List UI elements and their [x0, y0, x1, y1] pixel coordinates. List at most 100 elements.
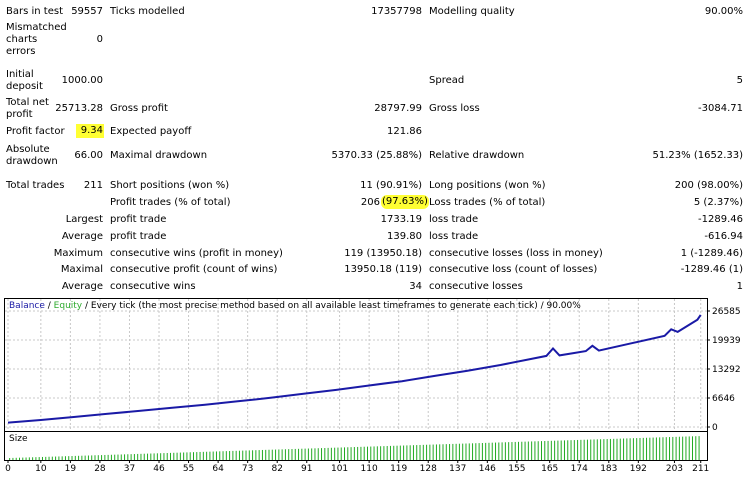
x-tick-label: 19: [65, 464, 77, 474]
label-average-profit: profit trade: [110, 231, 167, 242]
label-total-net-profit-2: profit: [6, 109, 33, 120]
label-absolute-drawdown: Absolute: [6, 144, 50, 155]
label-largest: Largest: [65, 214, 103, 225]
y-tick-label: 26585: [712, 307, 741, 317]
label-average-consec: Average: [61, 281, 103, 292]
x-tick-label: 91: [301, 464, 312, 474]
label-profit-factor: Profit factor: [6, 126, 65, 137]
value-mismatched: 0: [96, 34, 103, 45]
value-absolute-drawdown: 66.00: [74, 150, 103, 161]
label-maximal: Maximal: [60, 264, 103, 275]
label-gross-loss: Gross loss: [429, 103, 480, 114]
label-mismatched-3: errors: [6, 46, 36, 57]
label-maximum-profit: consecutive wins (profit in money): [110, 248, 283, 259]
value-bars-in-test: 59557: [71, 6, 103, 17]
legend-description: / Every tick (the most precise method ba…: [82, 301, 581, 311]
label-absolute-drawdown-2: drawdown: [6, 156, 58, 167]
legend-equity: Equity: [54, 301, 83, 311]
x-tick-label: 119: [390, 464, 407, 474]
label-largest-profit: profit trade: [110, 214, 167, 225]
x-tick-label: 192: [630, 464, 647, 474]
y-tick-label: 19939: [712, 336, 741, 346]
value-initial-deposit: 1000.00: [61, 75, 103, 86]
label-ticks-modelled: Ticks modelled: [110, 6, 185, 17]
legend-sep: /: [45, 301, 54, 311]
x-tick-label: 137: [449, 464, 466, 474]
x-tick-label: 64: [212, 464, 224, 474]
label-maximal-profit: consecutive profit (count of wins): [110, 264, 278, 275]
x-tick-label: 203: [666, 464, 683, 474]
value-modelling-quality: 90.00%: [704, 6, 743, 17]
x-tick-label: 110: [361, 464, 378, 474]
x-tick-label: 128: [420, 464, 437, 474]
main-plot-frame: [4, 298, 708, 433]
value-relative-drawdown: 51.23% (1652.33): [652, 150, 743, 161]
label-spread: Spread: [429, 75, 465, 86]
value-spread: 5: [736, 75, 743, 86]
label-profit-trades: Profit trades (% of total): [110, 197, 231, 208]
label-long-positions: Long positions (won %): [429, 180, 546, 191]
y-axis-ticks: 0 6646 13292 19939 26585: [707, 307, 741, 433]
size-plot-frame: [4, 431, 708, 461]
value-short-positions: 11 (90.91%): [360, 180, 422, 191]
value-average-profit: 139.80: [387, 231, 422, 242]
label-bars-in-test: Bars in test: [6, 6, 63, 17]
label-expected-payoff: Expected payoff: [110, 126, 192, 137]
y-tick-label: 0: [712, 423, 718, 433]
label-relative-drawdown: Relative drawdown: [429, 150, 525, 161]
x-tick-label: 174: [571, 464, 588, 474]
label-modelling-quality: Modelling quality: [429, 6, 515, 17]
size-label: Size: [9, 434, 28, 444]
label-largest-loss: loss trade: [429, 214, 479, 225]
label-maximal-drawdown: Maximal drawdown: [110, 150, 208, 161]
value-average-consec-losses: 1: [736, 281, 743, 292]
x-tick-label: 0: [5, 464, 11, 474]
value-largest-profit: 1733.19: [380, 214, 422, 225]
label-total-net-profit: Total net: [6, 97, 49, 108]
x-tick-label: 101: [331, 464, 348, 474]
size-bars: [9, 436, 700, 460]
value-profit-factor: 9.34: [76, 124, 104, 138]
label-average-loss: loss trade: [429, 231, 479, 242]
value-maximal-drawdown: 5370.33 (25.88%): [331, 150, 422, 161]
value-profit-trades-pct: (97.63%): [381, 195, 429, 209]
legend-balance: Balance: [9, 301, 45, 311]
label-average: Average: [61, 231, 103, 242]
value-profit-trades-count: 206: [360, 197, 380, 208]
value-gross-profit: 28797.99: [374, 103, 422, 114]
balance-chart: Balance / Equity / Every tick (the most …: [4, 298, 741, 474]
label-initial-deposit: Initial: [6, 69, 34, 80]
value-long-positions: 200 (98.00%): [674, 180, 743, 191]
y-tick-label: 13292: [712, 365, 741, 375]
x-tick-label: 211: [692, 464, 709, 474]
x-tick-label: 28: [94, 464, 106, 474]
x-tick-label: 55: [183, 464, 194, 474]
value-largest-loss: -1289.46: [698, 214, 743, 225]
x-tick-label: 183: [600, 464, 617, 474]
x-tick-label: 37: [124, 464, 135, 474]
label-mismatched-2: charts: [6, 34, 38, 45]
label-total-trades: Total trades: [6, 180, 65, 191]
x-tick-label: 73: [242, 464, 253, 474]
x-axis-ticks: 0 10 19 28 37 46 55 64 73 82 91 101 110 119 128 137 146 1…: [5, 460, 709, 474]
label-maximum: Maximum: [53, 248, 103, 259]
x-tick-label: 146: [479, 464, 496, 474]
balance-series-line: [7, 314, 702, 424]
value-total-net-profit: 25713.28: [55, 103, 103, 114]
value-total-trades: 211: [83, 180, 103, 191]
label-average-consec-wins: consecutive wins: [110, 281, 196, 292]
value-gross-loss: -3084.71: [698, 103, 743, 114]
value-loss-trades: 5 (2.37%): [693, 197, 743, 208]
y-tick-label: 6646: [712, 394, 735, 404]
label-mismatched: Mismatched: [6, 22, 67, 33]
x-tick-label: 155: [508, 464, 525, 474]
value-maximal-loss: -1289.46 (1): [680, 264, 743, 275]
value-ticks-modelled: 17357798: [371, 6, 422, 17]
grid-horizontal: [5, 310, 707, 428]
value-maximum-loss: 1 (-1289.46): [680, 248, 743, 259]
label-short-positions: Short positions (won %): [110, 180, 230, 191]
x-tick-label: 46: [153, 464, 165, 474]
label-maximal-loss: consecutive loss (count of losses): [429, 264, 598, 275]
label-loss-trades: Loss trades (% of total): [429, 197, 546, 208]
label-maximum-loss: consecutive losses (loss in money): [429, 248, 603, 259]
